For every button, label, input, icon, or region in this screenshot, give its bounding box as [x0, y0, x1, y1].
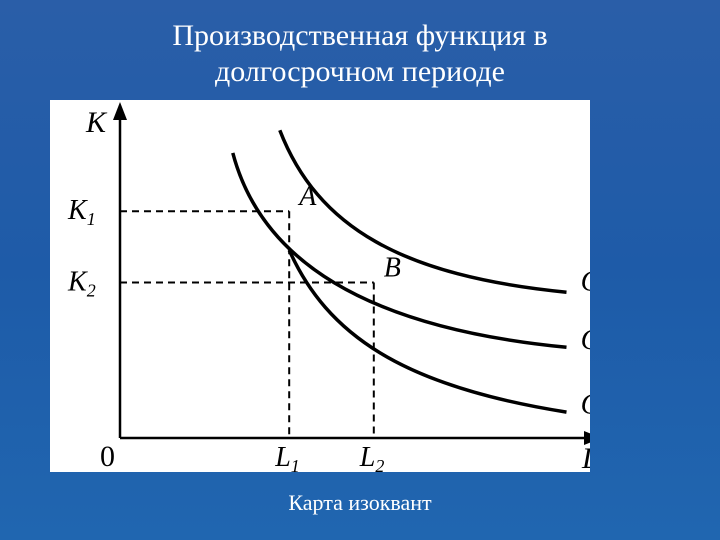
isoquant-Q1 [289, 250, 566, 412]
y-tick-1: K2 [67, 266, 96, 300]
y-tick-0: K1 [67, 195, 96, 229]
caption-text: Карта изоквант [288, 490, 431, 515]
isoquant-Q2 [233, 153, 567, 347]
slide: { "title_line1": "Производственная функц… [0, 0, 720, 540]
origin-label: 0 [100, 440, 115, 472]
curve-label-Q2: Q2 = 75 [581, 325, 590, 359]
caption: Карта изоквант [0, 490, 720, 516]
point-label-B: B [384, 252, 401, 283]
y-axis-label: K [85, 106, 108, 139]
point-label-A: A [297, 181, 317, 212]
isoquant-Q3 [280, 130, 567, 292]
isoquant-chart: 0 K L A B K1 K2 L1 L2 Q1 = 55 Q2 = 75 Q3 = 90 [50, 100, 590, 472]
curve-label-Q1: Q1 = 55 [581, 390, 590, 424]
title-line-1: Производственная функция в [172, 19, 547, 52]
slide-title: Производственная функция в долгосрочном … [0, 0, 720, 90]
title-line-2: долгосрочном периоде [215, 55, 505, 88]
x-tick-0: L1 [274, 442, 300, 472]
y-axis-arrow [113, 102, 127, 120]
x-tick-1: L2 [359, 442, 385, 472]
x-axis-label: L [581, 442, 590, 472]
chart-svg: 0 K L A B K1 K2 L1 L2 Q1 = 55 Q2 = 75 Q3 = 90 [50, 100, 590, 472]
curve-label-Q3: Q3 = 90 [581, 266, 590, 300]
